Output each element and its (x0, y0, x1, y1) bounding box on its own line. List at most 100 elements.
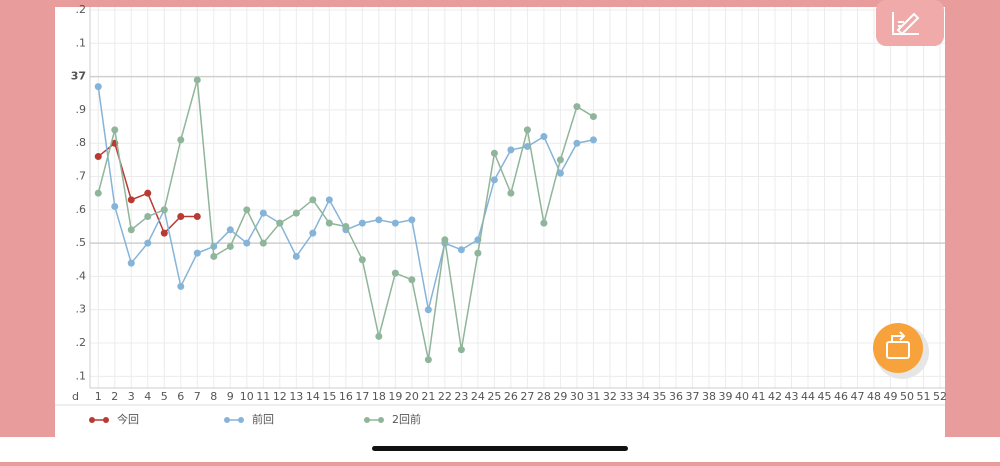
legend-label: 今回 (117, 412, 139, 426)
data-point (259, 209, 267, 217)
data-point (193, 249, 201, 257)
share-button[interactable] (873, 323, 929, 379)
data-point (309, 229, 317, 237)
data-point (160, 206, 168, 214)
x-tick-label: 27 (520, 390, 534, 403)
data-point (523, 126, 531, 134)
x-tick-label: 8 (210, 390, 217, 403)
data-point (325, 196, 333, 204)
y-tick-label: .5 (76, 236, 87, 249)
data-point (375, 332, 383, 340)
data-point (94, 189, 102, 197)
x-tick-label: 46 (834, 390, 848, 403)
x-tick-label: 48 (867, 390, 881, 403)
x-tick-label: 29 (553, 390, 567, 403)
data-point (457, 346, 465, 354)
plot: 1 2 3 4 5 6 7 8 9 10 11 12 13 14 15 16 17 18 19 20 21 22 23 24 2… (71, 3, 947, 403)
data-point (556, 169, 564, 177)
data-point (490, 176, 498, 184)
y-tick-label: .1 (76, 369, 87, 382)
x-tick-label: 41 (751, 390, 765, 403)
x-tick-label: 43 (784, 390, 798, 403)
x-tick-label: 30 (570, 390, 584, 403)
data-point (243, 206, 251, 214)
x-tick-label: 12 (273, 390, 287, 403)
x-tick-label: 13 (289, 390, 303, 403)
legend-dot (364, 417, 370, 423)
data-point (589, 113, 597, 121)
data-point (292, 209, 300, 217)
x-tick-label: 52 (933, 390, 947, 403)
data-point (408, 216, 416, 224)
x-tick-label: 28 (537, 390, 551, 403)
data-point (325, 219, 333, 227)
y-tick-label: .2 (76, 336, 87, 349)
x-tick-label: 1 (95, 390, 102, 403)
data-point (127, 196, 135, 204)
data-point (490, 149, 498, 157)
data-point (573, 139, 581, 147)
y-tick-label: .2 (76, 3, 87, 16)
edit-button[interactable] (876, 0, 944, 46)
x-tick-label: 32 (603, 390, 617, 403)
x-tick-label: 34 (636, 390, 650, 403)
x-tick-label: 3 (128, 390, 135, 403)
data-point (358, 219, 366, 227)
legend-label: 2回前 (392, 412, 421, 426)
data-point (507, 189, 515, 197)
data-point (540, 133, 548, 141)
data-point (474, 249, 482, 257)
x-tick-label: 11 (256, 390, 270, 403)
x-tick-label: 51 (917, 390, 931, 403)
x-tick-label: 44 (801, 390, 815, 403)
data-point (375, 216, 383, 224)
x-tick-label: 49 (884, 390, 898, 403)
data-point (573, 103, 581, 111)
x-tick-label: 15 (322, 390, 336, 403)
home-indicator (372, 446, 628, 451)
data-point (94, 153, 102, 161)
panel (55, 7, 945, 437)
x-tick-label: 31 (586, 390, 600, 403)
x-tick-label: 50 (900, 390, 914, 403)
x-tick-label: 14 (306, 390, 320, 403)
y-tick-label: .7 (76, 170, 87, 183)
data-point (144, 239, 152, 247)
data-point (160, 229, 168, 237)
data-point (177, 136, 185, 144)
x-tick-label: 45 (818, 390, 832, 403)
data-point (589, 136, 597, 144)
y-tick-label: .1 (76, 36, 87, 49)
data-point (259, 239, 267, 247)
x-tick-label: 22 (438, 390, 452, 403)
x-tick-label: 21 (421, 390, 435, 403)
x-tick-label: 40 (735, 390, 749, 403)
data-point (507, 146, 515, 154)
legend-dot (89, 417, 95, 423)
data-point (144, 189, 152, 197)
data-point (243, 239, 251, 247)
y-tick-label: .8 (76, 136, 87, 149)
data-point (210, 252, 218, 260)
y-tick-label: .3 (76, 303, 87, 316)
data-point (391, 219, 399, 227)
data-point (111, 202, 119, 210)
x-tick-label: 10 (240, 390, 254, 403)
x-tick-label: 23 (454, 390, 468, 403)
x-tick-label: 25 (487, 390, 501, 403)
x-tick-label: 7 (194, 390, 201, 403)
legend-label: 前回 (252, 412, 274, 426)
x-tick-label: 6 (177, 390, 184, 403)
data-point (441, 236, 449, 244)
x-tick-label: 16 (339, 390, 353, 403)
x-tick-label: 19 (388, 390, 402, 403)
y-tick-label: .4 (76, 269, 87, 282)
data-point (358, 256, 366, 264)
data-point (556, 156, 564, 164)
data-point (94, 83, 102, 91)
x-tick-label: 18 (372, 390, 386, 403)
data-point (342, 222, 350, 230)
x-tick-label: 24 (471, 390, 485, 403)
